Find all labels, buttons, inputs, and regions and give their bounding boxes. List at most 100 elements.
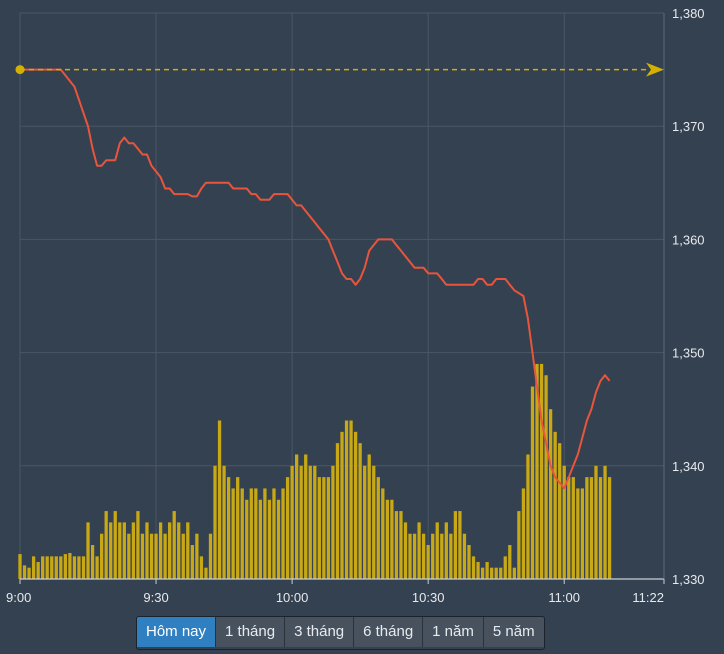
- volume-bar: [462, 533, 467, 579]
- volume-bar: [90, 545, 95, 579]
- volume-bar: [72, 556, 77, 579]
- volume-bar: [22, 565, 27, 579]
- volume-bar: [349, 420, 353, 579]
- range-tab-6-months[interactable]: 6 tháng: [354, 617, 424, 647]
- volume-bar: [476, 562, 480, 579]
- volume-bar: [36, 562, 40, 579]
- volume-bar: [199, 556, 204, 579]
- volume-bar: [353, 431, 358, 579]
- volume-bar: [149, 533, 154, 579]
- range-tab-1-month[interactable]: 1 tháng: [216, 617, 286, 647]
- volume-bar: [122, 522, 126, 579]
- volume-bar: [412, 533, 417, 579]
- volume-bar: [195, 533, 199, 579]
- volume-bar: [390, 499, 394, 579]
- volume-bar: [480, 567, 485, 579]
- volume-bar: [512, 567, 516, 579]
- volume-bar: [131, 522, 136, 579]
- volume-bar: [95, 556, 99, 579]
- volume-bar: [331, 465, 335, 579]
- volume-bar: [100, 533, 104, 579]
- reference-arrow-icon: [646, 62, 664, 77]
- volume-bar: [358, 443, 362, 579]
- volume-bar: [245, 499, 249, 579]
- volume-bar: [322, 477, 326, 579]
- volume-bar: [490, 567, 494, 579]
- volume-bar: [449, 533, 453, 579]
- range-tab-5-years[interactable]: 5 năm: [483, 617, 544, 647]
- volume-bar: [426, 545, 430, 579]
- volume-bar: [435, 522, 439, 579]
- volume-bar: [177, 522, 181, 579]
- volume-bar: [240, 488, 244, 579]
- volume-bar: [118, 522, 122, 579]
- volume-bar: [440, 533, 444, 579]
- volume-bar: [521, 488, 526, 579]
- volume-bar: [526, 454, 530, 579]
- range-tab-3-months[interactable]: 3 tháng: [285, 617, 355, 647]
- volume-bar: [249, 488, 253, 579]
- volume-bar: [50, 556, 54, 579]
- volume-bar: [81, 556, 86, 579]
- y-tick-label: 1,360: [672, 232, 705, 247]
- volume-bar: [267, 499, 272, 579]
- volume-bar: [544, 375, 548, 579]
- volume-bar: [576, 488, 580, 579]
- volume-bar: [458, 511, 462, 579]
- reference-price-layer: [15, 62, 664, 77]
- volume-bar: [326, 477, 331, 579]
- volume-bar: [163, 533, 167, 579]
- volume-bar: [313, 465, 317, 579]
- volume-bar: [276, 499, 281, 579]
- volume-bar: [140, 533, 145, 579]
- volume-bar: [422, 533, 426, 579]
- volume-bar: [86, 522, 90, 579]
- range-tab-today[interactable]: Hôm nay: [137, 617, 217, 647]
- x-tick-label: 9:30: [143, 590, 168, 605]
- volume-bar: [109, 522, 113, 579]
- volume-bar: [372, 465, 376, 579]
- x-tick-label: 11:00: [548, 590, 580, 605]
- chart-axes: 1,380 1,370 1,360 1,350 1,340 1,330 9:00 9:30 10…: [6, 6, 705, 605]
- volume-bar: [236, 477, 240, 579]
- volume-bar: [254, 488, 258, 579]
- volume-bar: [18, 554, 22, 579]
- volume-bar: [562, 465, 566, 579]
- volume-bar: [385, 499, 389, 579]
- price-line-layer: [20, 68, 611, 490]
- volume-bar: [344, 420, 349, 579]
- volume-bar: [517, 511, 521, 579]
- volume-bar: [263, 488, 267, 579]
- volume-bar: [376, 477, 380, 579]
- volume-bar: [68, 552, 72, 579]
- volume-bar: [172, 511, 176, 579]
- volume-bar: [408, 533, 412, 579]
- volume-bar: [589, 477, 594, 579]
- volume-bar: [54, 556, 58, 579]
- volume-bar: [363, 465, 367, 579]
- volume-bar: [127, 533, 131, 579]
- time-range-selector: Hôm nay 1 tháng 3 tháng 6 tháng 1 năm 5 …: [136, 616, 545, 650]
- volume-bar: [553, 431, 557, 579]
- volume-bar: [299, 465, 303, 579]
- volume-bar: [494, 567, 498, 579]
- y-tick-label: 1,350: [672, 346, 705, 361]
- volume-bar: [585, 477, 589, 579]
- volume-bar: [181, 533, 185, 579]
- volume-bar: [41, 556, 45, 579]
- range-tab-1-year[interactable]: 1 năm: [423, 617, 484, 647]
- volume-bar: [403, 522, 408, 579]
- volume-bar: [340, 431, 344, 579]
- volume-bar: [104, 511, 108, 579]
- volume-bar: [59, 556, 63, 579]
- volume-bar: [77, 556, 81, 579]
- volume-bar: [499, 567, 503, 579]
- volume-bar: [204, 567, 208, 579]
- volume-bar: [558, 443, 562, 579]
- volume-bar: [304, 454, 308, 579]
- volume-bar: [580, 488, 584, 579]
- x-tick-label: 10:30: [412, 590, 445, 605]
- volume-bar: [594, 465, 598, 579]
- price-line: [20, 68, 611, 490]
- y-tick-label: 1,380: [672, 6, 705, 21]
